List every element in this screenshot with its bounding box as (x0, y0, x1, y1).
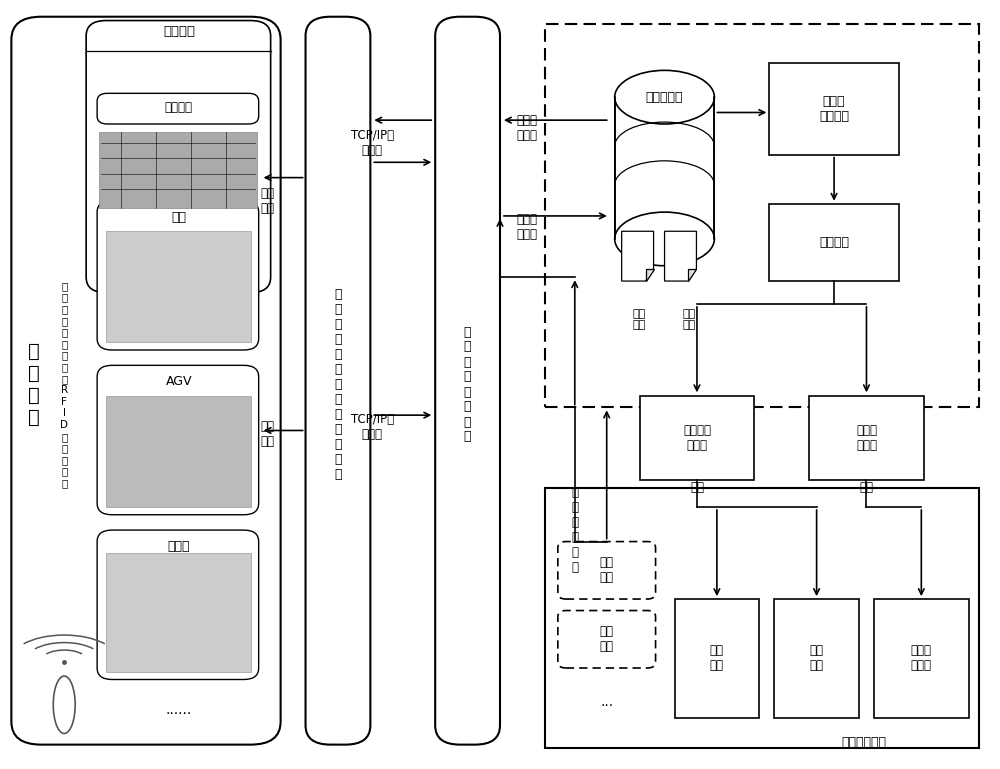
FancyBboxPatch shape (97, 93, 259, 124)
FancyBboxPatch shape (558, 541, 656, 599)
Text: 机床: 机床 (171, 211, 186, 224)
FancyBboxPatch shape (558, 611, 656, 668)
Text: 故障
反馈: 故障 反馈 (600, 556, 614, 584)
Text: 孪生虚拟车间: 孪生虚拟车间 (841, 736, 886, 749)
FancyBboxPatch shape (809, 396, 924, 481)
FancyBboxPatch shape (774, 599, 859, 717)
Text: 优化
指令: 优化 指令 (600, 625, 614, 653)
FancyBboxPatch shape (106, 396, 251, 507)
Text: 设备
控制: 设备 控制 (261, 187, 275, 215)
Text: 数据
采集: 数据 采集 (261, 421, 275, 448)
FancyBboxPatch shape (99, 131, 257, 208)
Text: 智能设备: 智能设备 (163, 25, 195, 38)
Ellipse shape (615, 212, 714, 266)
Text: 模型驱
动数据: 模型驱 动数据 (856, 424, 877, 452)
Text: 控制指
令读取: 控制指 令读取 (516, 114, 537, 141)
Text: 离
散
车
间: 离 散 车 间 (28, 342, 40, 427)
Text: TCP/IP协
议传输: TCP/IP协 议传输 (351, 129, 394, 157)
FancyBboxPatch shape (106, 553, 251, 672)
FancyBboxPatch shape (874, 599, 969, 717)
Text: 优
化
控
制
指
令: 优 化 控 制 指 令 (571, 486, 578, 574)
Polygon shape (688, 268, 696, 281)
Text: 驱动: 驱动 (859, 481, 873, 494)
Text: 信息
显示: 信息 显示 (710, 644, 724, 672)
FancyBboxPatch shape (769, 63, 899, 155)
FancyBboxPatch shape (306, 17, 370, 744)
Ellipse shape (615, 70, 714, 124)
FancyBboxPatch shape (675, 599, 759, 717)
Text: 非模型驱
动数据: 非模型驱 动数据 (683, 424, 711, 452)
FancyBboxPatch shape (97, 365, 259, 514)
Text: ......: ...... (166, 703, 192, 717)
Text: 车间信
息采集: 车间信 息采集 (516, 214, 537, 241)
Polygon shape (622, 231, 654, 281)
FancyBboxPatch shape (97, 201, 259, 350)
Polygon shape (646, 268, 654, 281)
FancyBboxPatch shape (106, 231, 251, 342)
Text: 车
间
通
讯
局
域
网
络: 车 间 通 讯 局 域 网 络 (464, 325, 471, 444)
Text: 数据分
析、处理: 数据分 析、处理 (819, 95, 849, 123)
Text: AGV: AGV (166, 375, 192, 388)
Text: 多
源
异
构
信
息
数
据
的
统
一
集
成: 多 源 异 构 信 息 数 据 的 统 一 集 成 (334, 288, 342, 481)
FancyBboxPatch shape (11, 17, 281, 744)
FancyBboxPatch shape (640, 396, 754, 481)
FancyBboxPatch shape (615, 97, 714, 239)
Text: 生产过
程映射: 生产过 程映射 (911, 644, 932, 672)
Text: 设
备
系
统
、
传
感
器
、
R
F
I
D
、
工
控
机
等: 设 备 系 统 、 传 感 器 、 R F I D 、 工 控 机 等 (60, 281, 68, 488)
Text: TCP/IP协
议传输: TCP/IP协 议传输 (351, 413, 394, 441)
Text: 状态
分析: 状态 分析 (810, 644, 824, 672)
Text: 静态
数据: 静态 数据 (633, 308, 646, 330)
Text: 机器人: 机器人 (168, 540, 190, 553)
Text: 处理: 处理 (690, 481, 704, 494)
FancyBboxPatch shape (435, 17, 500, 744)
Text: ...: ... (600, 695, 613, 710)
FancyBboxPatch shape (97, 530, 259, 680)
FancyBboxPatch shape (769, 205, 899, 281)
FancyBboxPatch shape (86, 21, 271, 292)
Text: 自动仓储: 自动仓储 (165, 101, 193, 114)
Text: 数据分类: 数据分类 (819, 236, 849, 249)
Text: 动态
数据: 动态 数据 (683, 308, 696, 330)
Text: 实时数据库: 实时数据库 (646, 91, 683, 104)
FancyBboxPatch shape (545, 488, 979, 748)
Polygon shape (665, 231, 696, 281)
Ellipse shape (53, 676, 75, 734)
